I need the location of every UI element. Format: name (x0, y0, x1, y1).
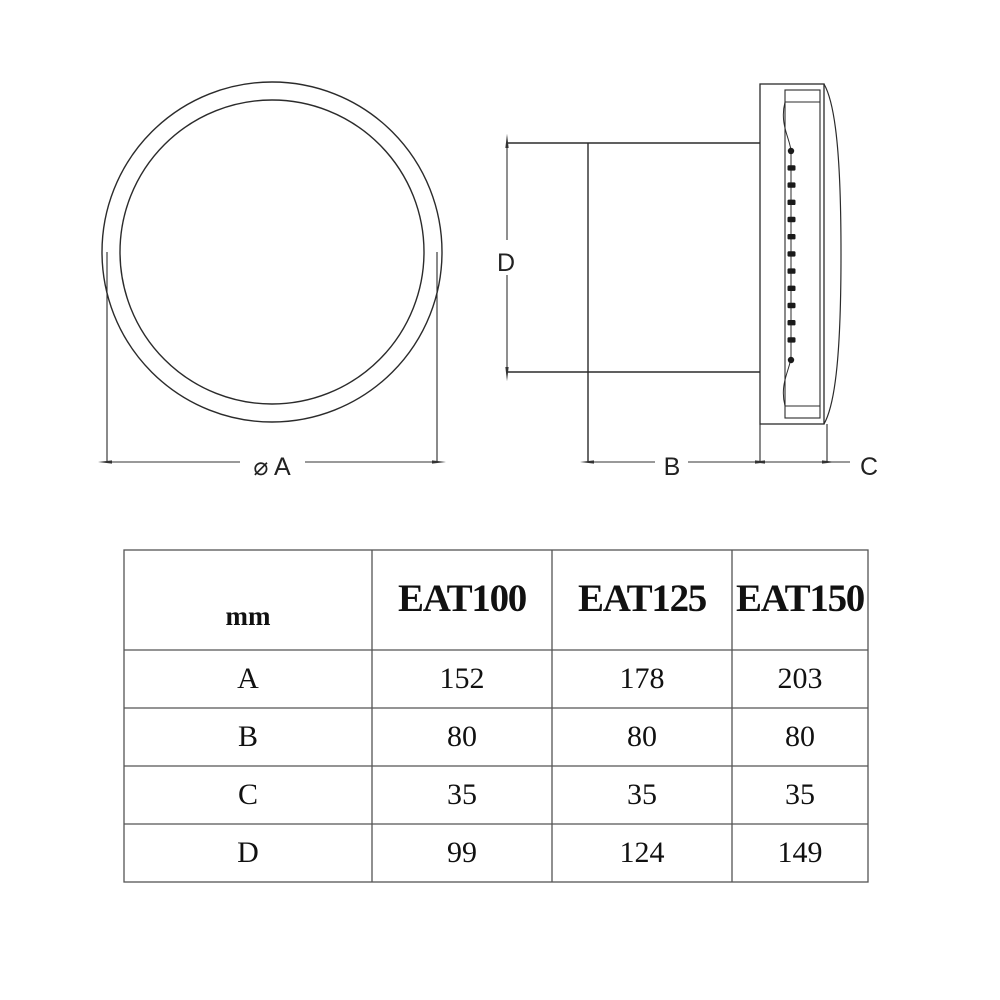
svg-text:A: A (237, 662, 259, 695)
svg-text:⌀ A: ⌀ A (253, 453, 291, 481)
svg-text:149: 149 (778, 836, 823, 869)
svg-text:D: D (237, 836, 259, 869)
svg-text:80: 80 (447, 720, 477, 753)
svg-text:203: 203 (778, 662, 823, 695)
svg-text:EAT125: EAT125 (578, 577, 707, 620)
svg-text:D: D (497, 249, 515, 277)
svg-text:B: B (664, 453, 681, 481)
svg-text:EAT100: EAT100 (398, 577, 527, 620)
svg-text:C: C (238, 778, 258, 811)
svg-text:EAT150: EAT150 (736, 577, 865, 620)
svg-text:mm: mm (226, 601, 271, 631)
svg-text:35: 35 (447, 778, 477, 811)
svg-text:80: 80 (785, 720, 815, 753)
svg-text:B: B (238, 720, 258, 753)
svg-text:35: 35 (627, 778, 657, 811)
svg-text:99: 99 (447, 836, 477, 869)
svg-text:152: 152 (440, 662, 485, 695)
svg-text:178: 178 (620, 662, 665, 695)
svg-text:124: 124 (620, 836, 665, 869)
svg-text:80: 80 (627, 720, 657, 753)
svg-text:35: 35 (785, 778, 815, 811)
svg-text:C: C (860, 453, 878, 481)
